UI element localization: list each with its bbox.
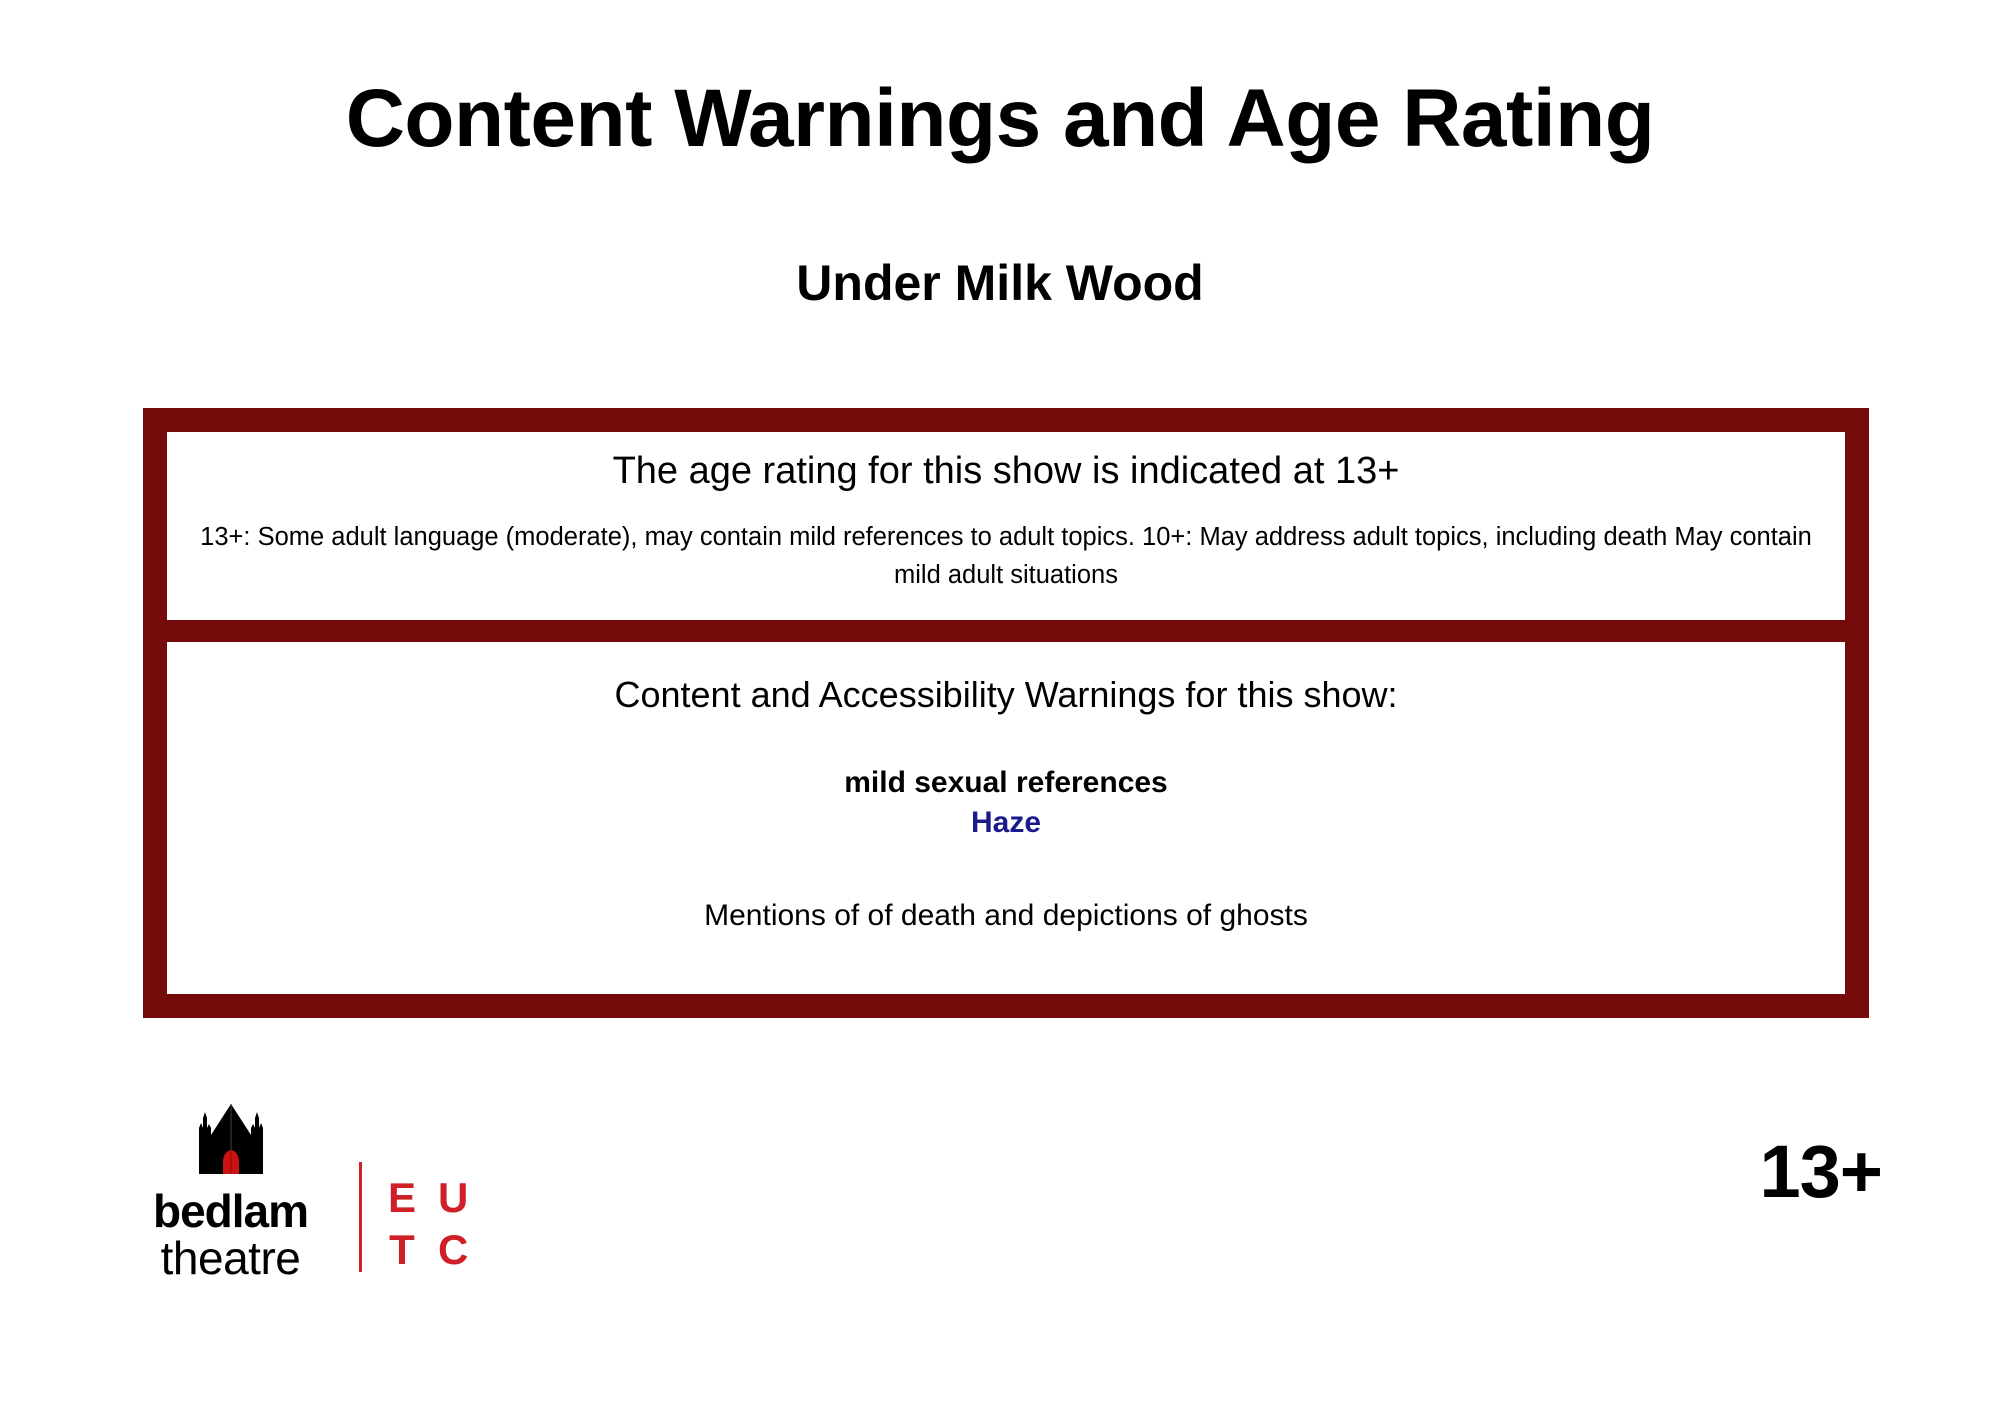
bedlam-church-icon — [198, 1104, 263, 1174]
logo-word-bedlam: bedlam — [152, 1185, 309, 1237]
content-warnings-heading: Content and Accessibility Warnings for t… — [614, 674, 1398, 715]
age-rating-badge: 13+ — [1759, 1130, 1883, 1213]
logo-wordmark-group: bedlam theatre — [128, 1102, 333, 1282]
logo-divider — [359, 1161, 362, 1272]
show-title: Under Milk Wood — [796, 255, 1204, 311]
page-title: Content Warnings and Age Rating — [345, 73, 1655, 164]
list-item: Mentions of of death and depictions of g… — [704, 899, 1308, 933]
age-rating-heading: The age rating for this show is indicate… — [612, 450, 1400, 492]
list-item: mild sexual references — [844, 766, 1168, 799]
eutc-wordmark: E U T C — [388, 1173, 469, 1273]
bedlam-theatre-logo: bedlam theatre E U T C — [128, 1102, 468, 1282]
content-warnings-list: mild sexual references Haze Mentions of … — [189, 763, 1823, 936]
content-warnings-box: Content and Accessibility Warnings for t… — [167, 642, 1845, 994]
age-rating-box: The age rating for this show is indicate… — [167, 432, 1845, 620]
eutc-letter-c: C — [438, 1225, 469, 1273]
list-item: Haze — [970, 805, 1042, 839]
warnings-panel: The age rating for this show is indicate… — [143, 408, 1869, 1018]
eutc-letter-t: T — [389, 1225, 415, 1273]
age-rating-detail: 13+: Some adult language (moderate), may… — [200, 522, 1812, 589]
logo-word-theatre: theatre — [160, 1231, 301, 1284]
eutc-letter-u: U — [438, 1173, 469, 1221]
eutc-letter-e: E — [388, 1173, 417, 1221]
